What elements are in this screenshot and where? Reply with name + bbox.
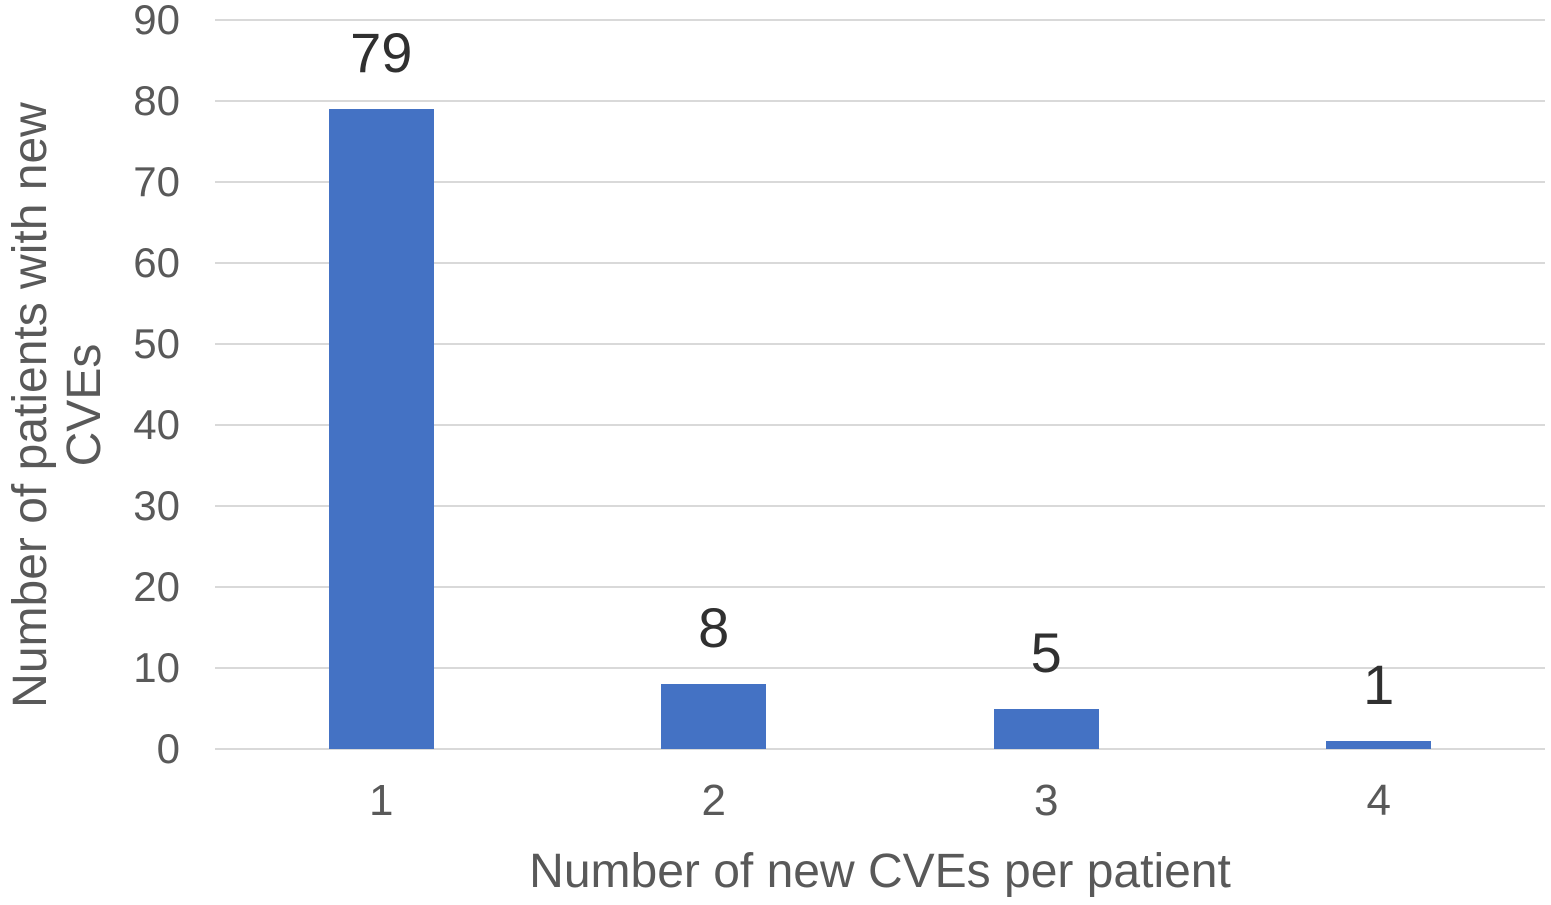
- bar-value-label: 8: [698, 596, 730, 660]
- y-tick-label: 50: [133, 320, 180, 367]
- gridline-y-70: [215, 181, 1545, 183]
- bar-category-1: [328, 109, 434, 749]
- gridline-y-60: [215, 262, 1545, 264]
- gridline-y-0: [215, 748, 1545, 750]
- y-tick-label: 90: [133, 0, 180, 43]
- y-tick-label: 0: [156, 725, 180, 772]
- y-tick-label: 30: [133, 482, 180, 529]
- gridline-y-20: [215, 586, 1545, 588]
- bar-category-3: [993, 708, 1099, 749]
- y-tick-label: 20: [133, 563, 180, 610]
- x-tick-label: 2: [701, 776, 726, 825]
- x-tick-label: 3: [1034, 776, 1059, 825]
- y-tick-label: 40: [133, 401, 180, 448]
- gridline-y-40: [215, 424, 1545, 426]
- bar-value-label: 1: [1363, 652, 1395, 716]
- gridline-y-90: [215, 19, 1545, 21]
- x-tick-label: 1: [369, 776, 394, 825]
- x-axis-title: Number of new CVEs per patient: [529, 845, 1231, 898]
- y-tick-label: 10: [133, 644, 180, 691]
- bar-category-2: [661, 684, 767, 749]
- bar-value-label: 5: [1030, 620, 1062, 684]
- bar-category-4: [1326, 740, 1432, 749]
- gridline-y-80: [215, 100, 1545, 102]
- bar-value-label: 79: [350, 21, 413, 85]
- gridline-y-10: [215, 667, 1545, 669]
- gridline-y-50: [215, 343, 1545, 345]
- gridline-y-30: [215, 505, 1545, 507]
- x-tick-label: 4: [1366, 776, 1391, 825]
- y-tick-label: 80: [133, 77, 180, 124]
- y-tick-label: 60: [133, 239, 180, 286]
- y-tick-label: 70: [133, 158, 180, 205]
